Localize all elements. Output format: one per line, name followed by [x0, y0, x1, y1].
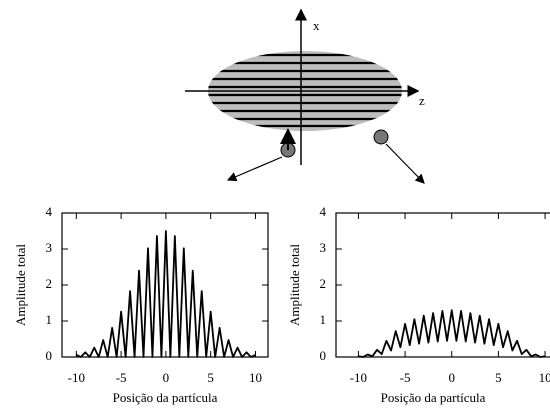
- y-tick-label: 0: [46, 348, 53, 363]
- arrow: [385, 143, 425, 184]
- particle: [373, 129, 389, 145]
- y-tick-label: 4: [320, 204, 327, 219]
- data-line: [358, 309, 546, 358]
- x-axis-label: x: [313, 18, 320, 33]
- y-axis-title: Amplitude total: [13, 244, 28, 326]
- y-tick-label: 1: [46, 312, 53, 327]
- x-tick-label: -10: [68, 370, 85, 385]
- y-tick-label: 1: [320, 312, 327, 327]
- y-tick-label: 3: [46, 240, 53, 255]
- diagram: x z: [185, 8, 425, 184]
- x-tick-label: -10: [350, 370, 367, 385]
- y-tick-label: 2: [46, 276, 53, 291]
- y-tick-label: 3: [320, 240, 327, 255]
- x-tick-label: -5: [116, 370, 127, 385]
- y-axis-title: Amplitude total: [287, 244, 302, 326]
- x-tick-label: 10: [249, 370, 262, 385]
- y-tick-label: 2: [320, 276, 327, 291]
- arrow: [226, 156, 283, 182]
- x-tick-label: 5: [495, 370, 502, 385]
- x-tick-label: 0: [448, 370, 455, 385]
- x-tick-label: -5: [400, 370, 411, 385]
- z-axis-label: z: [419, 93, 425, 108]
- x-tick-label: 5: [207, 370, 214, 385]
- x-tick-label: 0: [163, 370, 170, 385]
- x-axis-title: Posição da partícula: [381, 390, 486, 405]
- x-axis-title: Posição da partícula: [113, 390, 218, 405]
- y-tick-label: 0: [320, 348, 327, 363]
- data-line: [75, 230, 256, 358]
- plot-frame: [335, 212, 550, 358]
- x-tick-label: 10: [539, 370, 550, 385]
- y-tick-label: 4: [46, 204, 53, 219]
